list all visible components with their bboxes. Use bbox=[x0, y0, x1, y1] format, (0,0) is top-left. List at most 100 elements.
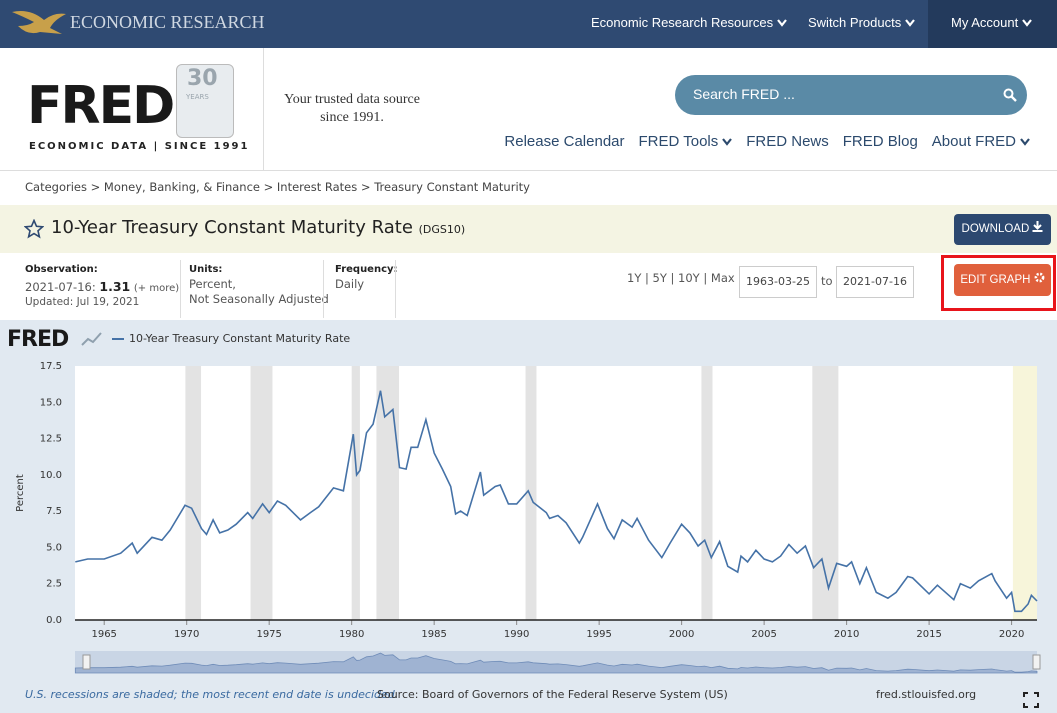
footer-note: U.S. recessions are shaded; the most rec… bbox=[25, 688, 398, 701]
badge bbox=[176, 64, 234, 138]
x-tick-label: 2010 bbox=[834, 629, 859, 640]
search-box[interactable]: Search FRED ... bbox=[675, 75, 1027, 115]
top-nav: ECONOMIC RESEARCH Economic Research Reso… bbox=[0, 0, 1057, 48]
obs-value: 1.31 bbox=[99, 279, 131, 294]
menu-item[interactable]: About FRED bbox=[932, 133, 1030, 150]
recession-band bbox=[185, 366, 202, 620]
chevron bbox=[776, 19, 787, 27]
nav-link-text: My Account bbox=[951, 15, 1019, 30]
menu-item[interactable]: FRED Tools bbox=[639, 133, 733, 150]
y-tick-label: 10.0 bbox=[40, 470, 62, 481]
rule bbox=[0, 170, 1057, 171]
y-axis-label: Percent bbox=[15, 474, 26, 512]
x-tick-label: 1995 bbox=[586, 629, 611, 640]
menu-text: About FRED bbox=[931, 133, 1016, 150]
nav-link[interactable]: Economic Research Resources bbox=[591, 15, 787, 30]
recession-band bbox=[250, 366, 273, 620]
eagle-icon bbox=[12, 11, 66, 34]
plot-bg bbox=[75, 366, 1037, 620]
divider bbox=[263, 48, 264, 170]
menu-item[interactable]: Release Calendar bbox=[504, 133, 625, 150]
obs-updated: Updated: Jul 19, 2021 bbox=[25, 296, 140, 308]
fred-logo[interactable]: FRED bbox=[27, 76, 175, 136]
title-band bbox=[0, 205, 1057, 253]
freq-label: Frequency: bbox=[335, 264, 398, 275]
units-label: Units: bbox=[189, 264, 223, 275]
x-tick-label: 2020 bbox=[999, 629, 1024, 640]
navigator-area bbox=[74, 652, 1038, 674]
menu-item[interactable]: FRED Blog bbox=[842, 133, 918, 150]
x-tick-label: 2000 bbox=[669, 629, 694, 640]
nav-link-text: Economic Research Resources bbox=[591, 15, 774, 30]
y-tick-label: 12.5 bbox=[40, 434, 62, 445]
y-tick-label: 7.5 bbox=[46, 506, 62, 517]
date-input[interactable]: 1963-03-25 bbox=[739, 266, 817, 298]
highlight-box bbox=[941, 255, 1056, 311]
star-icon[interactable] bbox=[24, 219, 44, 239]
x-tick-label: 1985 bbox=[421, 629, 446, 640]
nav-link-text: Switch Products bbox=[808, 15, 902, 30]
y-tick-label: 2.5 bbox=[46, 579, 62, 590]
recession-band bbox=[701, 366, 713, 620]
obs-label: Observation: bbox=[25, 264, 98, 275]
chevron bbox=[904, 19, 915, 27]
units-line: Not Seasonally Adjusted bbox=[189, 292, 329, 306]
tagline: Your trusted data source since 1991. bbox=[284, 92, 420, 125]
date-input[interactable]: 2021-07-16 bbox=[836, 266, 914, 298]
chart-logo: FRED bbox=[7, 327, 69, 352]
badge-number: 30 bbox=[187, 66, 218, 91]
footer-url: fred.stlouisfed.org bbox=[876, 688, 976, 701]
obs-line: 2021-07-16: 1.31 (+ more) bbox=[25, 279, 179, 296]
chart: FRED Percent U.S. recessions are shaded;… bbox=[0, 320, 1057, 713]
recession-band bbox=[525, 366, 537, 620]
menu-text: FRED Tools bbox=[638, 133, 719, 150]
date-sep: to bbox=[821, 274, 833, 288]
y-tick-label: 5.0 bbox=[46, 542, 62, 553]
x-tick-label: 1970 bbox=[174, 629, 199, 640]
recession-band bbox=[351, 366, 360, 620]
units-line: Percent, bbox=[189, 277, 236, 291]
chevron bbox=[722, 137, 733, 146]
divider bbox=[323, 260, 324, 318]
gear-icon bbox=[1034, 272, 1045, 283]
chevron bbox=[1020, 137, 1030, 146]
download-button[interactable]: DOWNLOAD bbox=[954, 214, 1051, 245]
x-tick-label: 2015 bbox=[916, 629, 941, 640]
recession-band bbox=[812, 366, 839, 620]
logo-icon bbox=[81, 332, 102, 346]
series-title: 10-Year Treasury Constant Maturity Rate … bbox=[51, 217, 465, 238]
divider bbox=[180, 260, 181, 318]
obs-date: 2021-07-16: bbox=[25, 280, 96, 294]
chevron bbox=[1021, 19, 1032, 27]
x-tick-label: 1965 bbox=[91, 629, 116, 640]
recession-band bbox=[376, 366, 400, 620]
x-tick-label: 1980 bbox=[339, 629, 364, 640]
search-icon[interactable] bbox=[1003, 88, 1017, 102]
x-tick-label: 1990 bbox=[504, 629, 529, 640]
search-placeholder: Search FRED ... bbox=[693, 86, 795, 102]
menu-item[interactable]: FRED News bbox=[746, 133, 829, 150]
fullscreen-icon[interactable] bbox=[1023, 692, 1039, 708]
button-text: DOWNLOAD bbox=[961, 223, 1030, 235]
legend-label: 10-Year Treasury Constant Maturity Rate bbox=[129, 332, 350, 345]
menu: Release Calendar FRED Tools FRED News FR… bbox=[504, 133, 1030, 150]
button-text: EDIT GRAPH bbox=[960, 274, 1031, 286]
breadcrumb[interactable]: Categories > Money, Banking, & Finance >… bbox=[25, 180, 530, 194]
edit-graph-button[interactable]: EDIT GRAPH bbox=[954, 264, 1051, 296]
x-tick-label: 2005 bbox=[751, 629, 776, 640]
brand: ECONOMIC RESEARCH bbox=[70, 12, 265, 32]
range-links[interactable]: 1Y | 5Y | 10Y | Max bbox=[627, 271, 735, 285]
footer-source: Source: Board of Governors of the Federa… bbox=[377, 688, 728, 701]
y-tick-label: 0.0 bbox=[46, 615, 62, 626]
divider bbox=[395, 260, 396, 318]
title-text: 10-Year Treasury Constant Maturity Rate bbox=[51, 217, 413, 238]
nav-link[interactable]: Switch Products bbox=[808, 15, 915, 30]
account-box bbox=[928, 0, 1057, 48]
y-tick-label: 17.5 bbox=[40, 361, 62, 372]
freq-value: Daily bbox=[335, 277, 365, 291]
obs-more[interactable]: (+ more) bbox=[133, 283, 180, 294]
nav-link[interactable]: My Account bbox=[951, 15, 1032, 30]
navigator-handle bbox=[1032, 654, 1041, 670]
logo-tagline: ECONOMIC DATA | SINCE 1991 bbox=[29, 141, 250, 152]
